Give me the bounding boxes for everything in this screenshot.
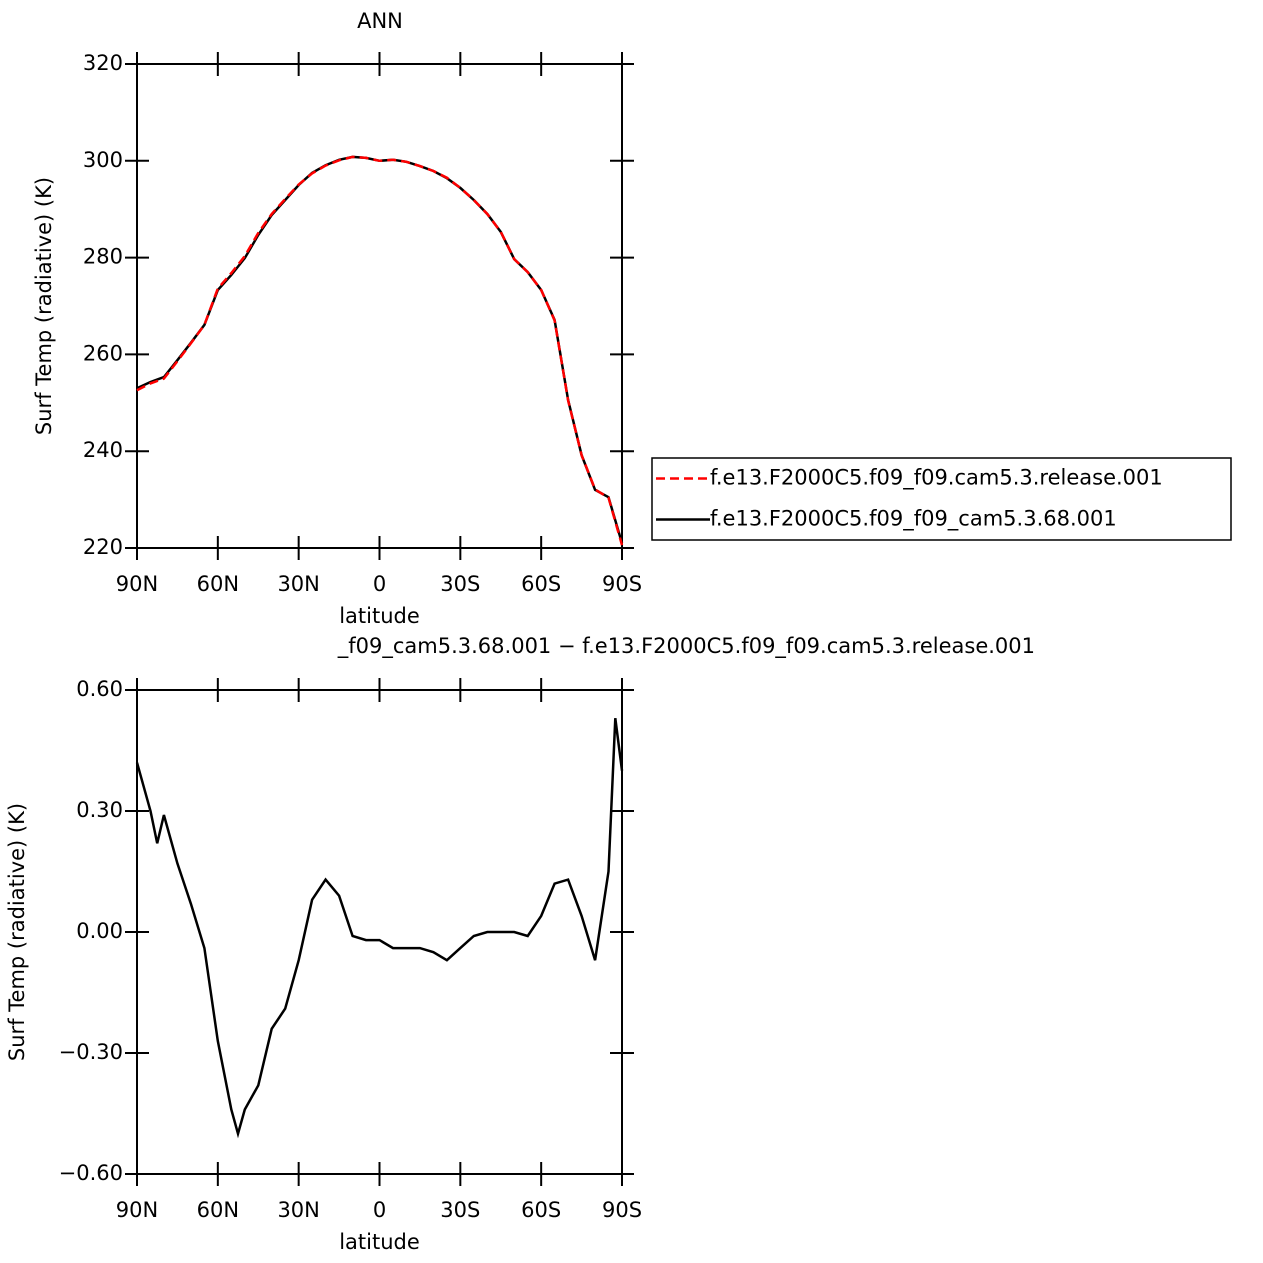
data-line — [136, 155, 624, 544]
plot-frame — [136, 689, 623, 1175]
x-axis-label: latitude — [339, 604, 420, 628]
chart-title: _f09_cam5.3.68.001 − f.e13.F2000C5.f09_f… — [337, 634, 1035, 659]
x-tick-label: 60S — [521, 572, 561, 596]
y-axis-label: Surf Temp (radiative) (K) — [5, 803, 29, 1061]
x-tick-label: 90N — [116, 1198, 158, 1222]
x-tick-label: 90S — [602, 572, 642, 596]
y-tick-label: −0.30 — [59, 1040, 123, 1064]
x-tick-label: 0 — [373, 572, 386, 596]
x-tick-label: 90S — [602, 1198, 642, 1222]
plot-frame — [136, 63, 623, 549]
x-tick-label: 90N — [116, 572, 158, 596]
x-tick-label: 30N — [277, 1198, 319, 1222]
x-axis-label: latitude — [339, 1230, 420, 1254]
y-tick-label: 260 — [83, 341, 123, 365]
x-tick-label: 60N — [197, 1198, 239, 1222]
x-tick-label: 30S — [440, 1198, 480, 1222]
data-line — [136, 155, 624, 546]
chart-title: ANN — [357, 9, 403, 33]
y-tick-label: 240 — [83, 438, 123, 462]
x-tick-label: 0 — [373, 1198, 386, 1222]
y-tick-label: 220 — [83, 535, 123, 559]
y-tick-label: 320 — [83, 51, 123, 75]
y-tick-label: 0.30 — [76, 798, 123, 822]
x-tick-label: 60S — [521, 1198, 561, 1222]
legend-label: f.e13.F2000C5.f09_f09.cam5.3.release.001 — [710, 466, 1163, 491]
x-tick-label: 60N — [197, 572, 239, 596]
legend-label: f.e13.F2000C5.f09_f09_cam5.3.68.001 — [710, 507, 1117, 532]
x-tick-label: 30N — [277, 572, 319, 596]
y-tick-label: 280 — [83, 245, 123, 269]
y-axis-label: Surf Temp (radiative) (K) — [32, 177, 56, 435]
legend-box — [651, 457, 1232, 541]
y-tick-label: 300 — [83, 148, 123, 172]
y-tick-label: 0.60 — [76, 677, 123, 701]
y-tick-label: −0.60 — [59, 1161, 123, 1185]
data-line — [135, 718, 624, 1139]
y-tick-label: 0.00 — [76, 919, 123, 943]
x-tick-label: 30S — [440, 572, 480, 596]
